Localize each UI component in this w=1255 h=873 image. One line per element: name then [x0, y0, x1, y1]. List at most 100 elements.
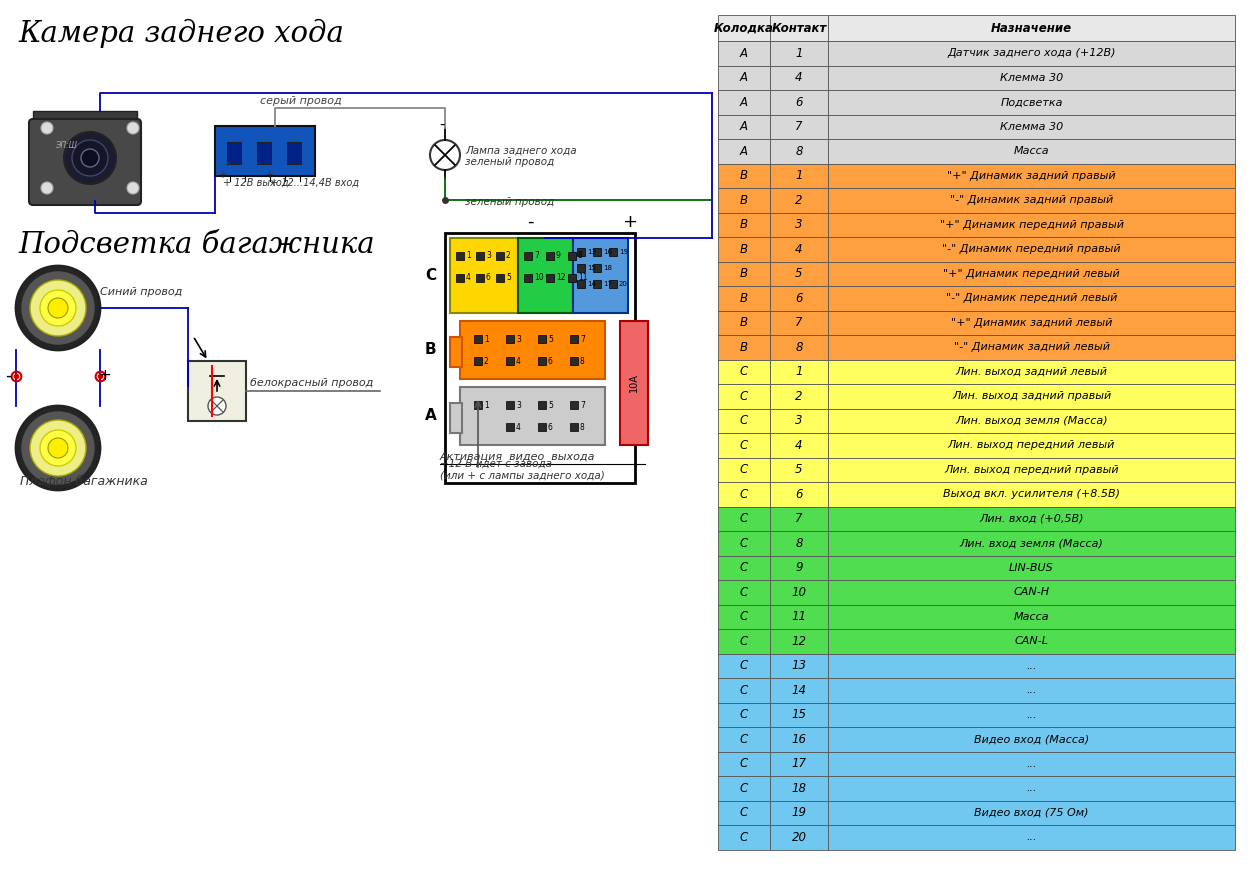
- Bar: [461, 321, 605, 379]
- Text: 5: 5: [548, 334, 553, 343]
- Text: Назначение: Назначение: [991, 22, 1072, 35]
- Text: 20: 20: [619, 281, 628, 287]
- Bar: [718, 801, 771, 825]
- Text: 14: 14: [587, 281, 596, 287]
- Text: ...: ...: [1027, 832, 1037, 842]
- Text: Лин. выход задний правый: Лин. выход задний правый: [951, 391, 1111, 402]
- Text: зеленый провод: зеленый провод: [466, 197, 555, 207]
- Bar: [771, 457, 828, 482]
- FancyBboxPatch shape: [29, 119, 141, 205]
- Text: +12 В идет с завода
(или + с лампы заднего хода): +12 В идет с завода (или + с лампы задне…: [441, 458, 605, 480]
- Text: 10: 10: [792, 586, 807, 599]
- Bar: [828, 262, 1235, 286]
- Text: 5: 5: [796, 464, 803, 477]
- Circle shape: [40, 290, 77, 326]
- Text: Лин. выход земля (Масса): Лин. выход земля (Масса): [955, 416, 1108, 426]
- Text: 3: 3: [486, 251, 491, 260]
- Bar: [828, 335, 1235, 360]
- Bar: [506, 423, 515, 431]
- Bar: [476, 252, 484, 260]
- Text: B: B: [740, 218, 748, 231]
- Bar: [718, 237, 771, 262]
- Bar: [771, 433, 828, 457]
- Bar: [496, 274, 505, 282]
- Bar: [718, 482, 771, 506]
- Text: A: A: [425, 409, 437, 423]
- Bar: [828, 727, 1235, 752]
- Bar: [718, 114, 771, 139]
- Text: + 12...14,4В вход: + 12...14,4В вход: [270, 178, 359, 188]
- Bar: [718, 825, 771, 849]
- Text: 1: 1: [466, 251, 471, 260]
- Text: 8: 8: [579, 251, 582, 260]
- Text: Выход вкл. усилителя (+8.5В): Выход вкл. усилителя (+8.5В): [943, 489, 1119, 499]
- Text: 12: 12: [792, 635, 807, 648]
- Text: 6: 6: [796, 96, 803, 109]
- Bar: [828, 604, 1235, 629]
- Bar: [771, 335, 828, 360]
- Bar: [446, 233, 635, 483]
- Text: 10: 10: [533, 273, 543, 283]
- Bar: [828, 654, 1235, 678]
- Circle shape: [72, 140, 108, 176]
- Bar: [718, 433, 771, 457]
- Text: "-" Динамик задний правый: "-" Динамик задний правый: [950, 196, 1113, 205]
- Bar: [570, 357, 579, 365]
- Text: A: A: [740, 96, 748, 109]
- Text: 6: 6: [796, 488, 803, 501]
- Text: 18: 18: [792, 781, 807, 794]
- Text: 4: 4: [796, 72, 803, 85]
- Text: CAN-L: CAN-L: [1014, 636, 1048, 646]
- Bar: [771, 776, 828, 801]
- Text: 5: 5: [796, 267, 803, 280]
- Bar: [525, 252, 532, 260]
- Bar: [828, 801, 1235, 825]
- Bar: [718, 360, 771, 384]
- Bar: [594, 264, 601, 272]
- Text: 17: 17: [602, 281, 612, 287]
- Bar: [594, 248, 601, 256]
- Bar: [771, 41, 828, 65]
- Bar: [828, 580, 1235, 604]
- Bar: [546, 274, 553, 282]
- Text: B: B: [740, 267, 748, 280]
- Text: Лин. выход передний левый: Лин. выход передний левый: [948, 440, 1116, 450]
- Bar: [828, 188, 1235, 212]
- Text: ...: ...: [1027, 685, 1037, 695]
- Bar: [771, 531, 828, 555]
- Text: C: C: [740, 684, 748, 697]
- Text: C: C: [740, 781, 748, 794]
- Text: C: C: [740, 610, 748, 623]
- Text: Лин. выход задний левый: Лин. выход задний левый: [955, 367, 1107, 377]
- Text: 6: 6: [548, 423, 553, 431]
- Bar: [718, 262, 771, 286]
- Bar: [718, 163, 771, 188]
- Circle shape: [430, 140, 461, 170]
- Circle shape: [40, 430, 77, 466]
- Bar: [620, 321, 648, 445]
- Bar: [771, 188, 828, 212]
- Bar: [538, 423, 546, 431]
- Text: C: C: [740, 561, 748, 574]
- Bar: [451, 337, 462, 367]
- Text: C: C: [740, 464, 748, 477]
- Text: A: A: [740, 145, 748, 158]
- Text: Масса: Масса: [1014, 147, 1049, 156]
- Bar: [594, 280, 601, 288]
- Text: C: C: [740, 732, 748, 746]
- Text: 8: 8: [580, 423, 585, 431]
- Bar: [828, 65, 1235, 90]
- Circle shape: [48, 438, 68, 458]
- Text: 2: 2: [796, 389, 803, 402]
- Text: Масса: Масса: [1014, 612, 1049, 622]
- Bar: [771, 629, 828, 654]
- Bar: [718, 139, 771, 163]
- Text: Синий провод: Синий провод: [100, 287, 182, 297]
- Text: Подсветка: Подсветка: [1000, 97, 1063, 107]
- Text: 7: 7: [580, 401, 585, 409]
- Bar: [828, 506, 1235, 531]
- Bar: [771, 311, 828, 335]
- Bar: [771, 409, 828, 433]
- Bar: [718, 90, 771, 114]
- Text: "+" Динамик задний правый: "+" Динамик задний правый: [948, 171, 1116, 181]
